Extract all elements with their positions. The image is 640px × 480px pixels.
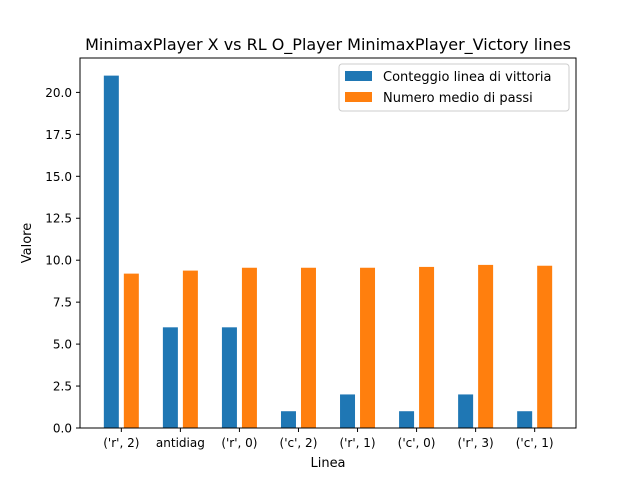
y-tick-label: 5.0 — [53, 338, 72, 352]
bar-conteggio-0 — [103, 75, 119, 428]
y-tick-label: 12.5 — [45, 212, 72, 226]
y-tick-label: 20.0 — [45, 86, 72, 100]
x-tick-label: ('c', 0) — [398, 436, 436, 450]
chart-title: MinimaxPlayer X vs RL O_Player MinimaxPl… — [85, 35, 571, 55]
x-tick-label: ('c', 1) — [516, 436, 554, 450]
legend-swatch-0 — [345, 71, 372, 81]
bar-passi-4 — [360, 267, 376, 428]
x-axis-label: Linea — [310, 456, 345, 471]
y-tick-label: 10.0 — [45, 254, 72, 268]
y-axis-label: Valore — [20, 223, 35, 263]
bar-conteggio-3 — [280, 411, 296, 428]
bar-passi-3 — [300, 267, 316, 428]
bar-passi-1 — [182, 270, 198, 428]
bar-conteggio-4 — [340, 394, 356, 428]
x-tick-label: ('c', 2) — [280, 436, 318, 450]
bar-passi-0 — [123, 273, 139, 428]
legend-frame — [338, 63, 570, 112]
bar-conteggio-5 — [399, 411, 415, 428]
bar-conteggio-6 — [458, 394, 474, 428]
bar-passi-5 — [419, 266, 435, 428]
bar-passi-2 — [241, 267, 257, 428]
y-axis: 0.0 2.5 5.0 7.5 10.0 12.5 15.0 17.5 20.0 — [45, 86, 80, 436]
bar-conteggio-2 — [221, 327, 237, 428]
x-tick-label: ('r', 1) — [339, 436, 375, 450]
y-tick-label: 15.0 — [45, 170, 72, 184]
x-tick-label: ('r', 0) — [221, 436, 257, 450]
bar-conteggio-7 — [517, 411, 533, 428]
bar-conteggio-1 — [162, 327, 178, 428]
y-tick-label: 2.5 — [53, 380, 72, 394]
legend-label-1: Numero medio di passi — [383, 91, 533, 106]
y-tick-label: 17.5 — [45, 128, 72, 142]
plot-area-frame — [79, 57, 577, 429]
legend-label-0: Conteggio linea di vittoria — [383, 70, 552, 85]
x-tick-label: ('r', 3) — [458, 436, 494, 450]
legend: Conteggio linea di vittoria Numero medio … — [338, 63, 570, 112]
legend-swatch-1 — [345, 92, 372, 102]
bars-layer — [103, 75, 553, 428]
bar-passi-7 — [537, 265, 553, 428]
x-tick-label: antidiag — [156, 436, 205, 450]
bar-passi-6 — [478, 264, 494, 428]
x-axis: ('r', 2) antidiag ('r', 0) ('c', 2) ('r', 1)… — [103, 428, 554, 450]
x-tick-label: ('r', 2) — [103, 436, 139, 450]
y-tick-label: 0.0 — [53, 422, 72, 436]
y-tick-label: 7.5 — [53, 296, 72, 310]
